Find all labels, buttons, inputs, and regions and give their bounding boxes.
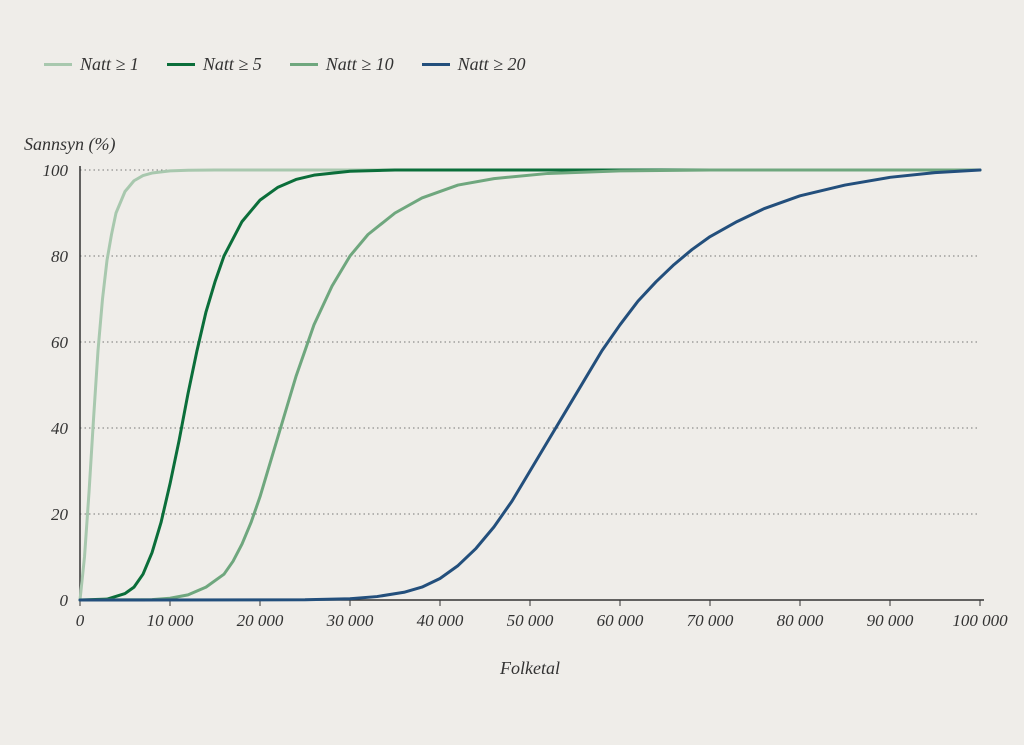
- y-tick-label: 100: [43, 161, 69, 180]
- series-line: [80, 170, 980, 600]
- series-line: [80, 170, 980, 600]
- x-tick-label: 40 000: [417, 611, 464, 630]
- x-tick-label: 80 000: [777, 611, 824, 630]
- x-axis-title: Folketal: [80, 658, 980, 679]
- y-tick-label: 0: [60, 591, 69, 610]
- y-tick-label: 20: [51, 505, 69, 524]
- series-line: [80, 170, 980, 600]
- legend-swatch: [167, 63, 195, 66]
- x-tick-label: 0: [76, 611, 85, 630]
- legend-item: Natt ≥ 5: [167, 54, 262, 75]
- x-tick-label: 10 000: [147, 611, 194, 630]
- y-tick-label: 80: [51, 247, 69, 266]
- legend: Natt ≥ 1 Natt ≥ 5 Natt ≥ 10 Natt ≥ 20: [44, 54, 526, 75]
- legend-label: Natt ≥ 10: [326, 54, 394, 75]
- x-tick-label: 90 000: [867, 611, 914, 630]
- chart-svg: 0 20 40 60 80 100 0 10 000 20 000 30 000 40 000 50 …: [0, 0, 1024, 745]
- x-tick-label: 50 000: [507, 611, 554, 630]
- series-line: [80, 170, 980, 600]
- x-tick-label: 30 000: [326, 611, 374, 630]
- chart-container: 0 20 40 60 80 100 0 10 000 20 000 30 000 40 000 50 …: [0, 0, 1024, 745]
- legend-item: Natt ≥ 10: [290, 54, 394, 75]
- legend-label: Natt ≥ 1: [80, 54, 139, 75]
- x-tick-label: 60 000: [597, 611, 644, 630]
- legend-label: Natt ≥ 5: [203, 54, 262, 75]
- legend-label: Natt ≥ 20: [458, 54, 526, 75]
- legend-item: Natt ≥ 20: [422, 54, 526, 75]
- x-tick-label: 20 000: [237, 611, 284, 630]
- y-axis-title: Sannsyn (%): [24, 134, 115, 155]
- x-tick-label: 70 000: [687, 611, 734, 630]
- y-tick-label: 60: [51, 333, 69, 352]
- y-tick-label: 40: [51, 419, 69, 438]
- x-tick-label: 100 000: [952, 611, 1008, 630]
- legend-swatch: [44, 63, 72, 66]
- legend-item: Natt ≥ 1: [44, 54, 139, 75]
- legend-swatch: [422, 63, 450, 66]
- legend-swatch: [290, 63, 318, 66]
